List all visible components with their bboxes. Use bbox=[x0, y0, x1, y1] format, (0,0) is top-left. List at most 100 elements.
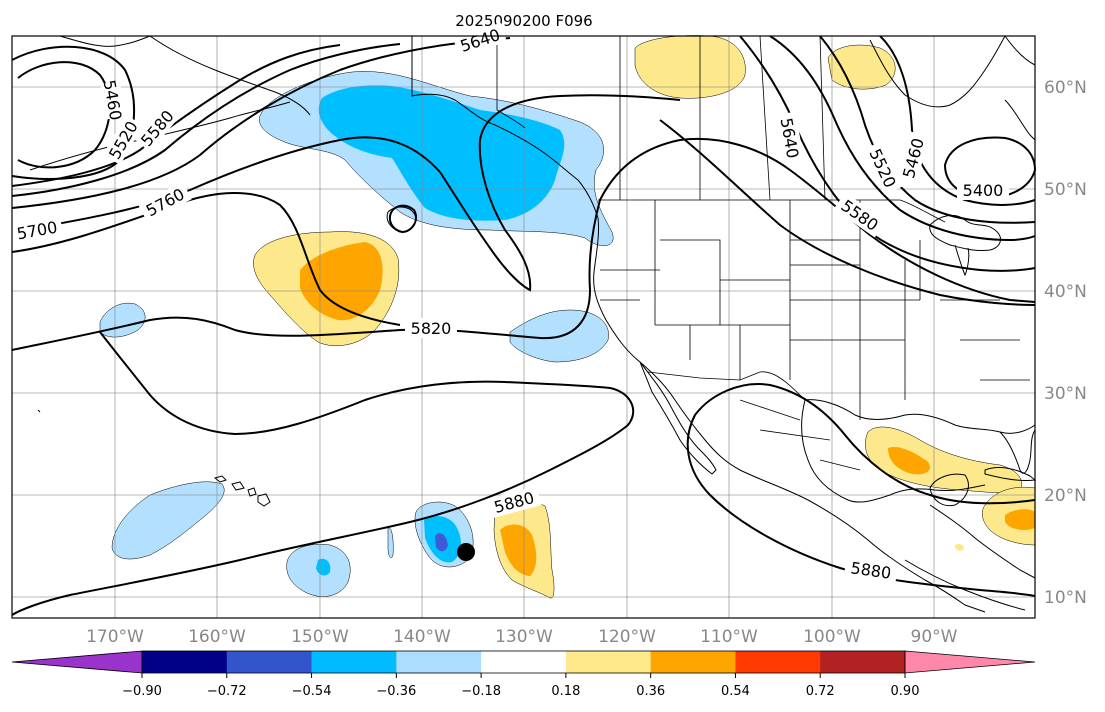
map-frame bbox=[11, 35, 1036, 619]
contour-5820-east bbox=[869, 234, 1036, 303]
mexico-gulf-coast bbox=[801, 399, 986, 503]
lat-label-50n: 50°N bbox=[1044, 180, 1087, 200]
us-canada-border bbox=[598, 199, 946, 223]
hudson-bay bbox=[869, 35, 1006, 108]
colorbar-tick-label: 0.90 bbox=[891, 684, 920, 699]
contour-5580-west bbox=[11, 43, 401, 197]
negative-anomaly-alaska-inner bbox=[318, 85, 565, 221]
positive-anomaly-127w-inner bbox=[500, 524, 537, 576]
lon-label-170w: 170°W bbox=[86, 627, 144, 647]
colorbar-segments bbox=[11, 650, 1036, 674]
colorbar-segment bbox=[311, 651, 397, 673]
contour-5760-east bbox=[659, 119, 1036, 306]
colorbar-segment bbox=[226, 651, 313, 673]
lat-label-30n: 30°N bbox=[1044, 384, 1087, 404]
positive-anomaly-small-central-america bbox=[954, 543, 964, 551]
lon-label-150w: 150°W bbox=[291, 627, 349, 647]
figure-title: 2025090200 F096 bbox=[455, 12, 592, 30]
florida bbox=[999, 429, 1036, 474]
aleutian-islands bbox=[29, 101, 291, 171]
positive-anomaly-gulf-inner bbox=[888, 446, 931, 475]
lon-label-100w: 100°W bbox=[803, 627, 861, 647]
lon-label-110w: 110°W bbox=[700, 627, 758, 647]
contour-5760 bbox=[11, 192, 401, 326]
lake-michigan bbox=[954, 244, 970, 277]
colorbar: −0.90 −0.72 −0.54 −0.36 −0.18 0.18 0.36 0.54 0.7… bbox=[11, 650, 1036, 699]
colorbar-outline bbox=[141, 650, 906, 674]
graticule bbox=[12, 36, 1035, 618]
positive-anomaly-canada-east bbox=[827, 44, 896, 90]
negative-anomaly-hawaii-east-inner bbox=[316, 558, 331, 576]
contour-5640-north bbox=[11, 37, 511, 209]
colorbar-tick-label: −0.72 bbox=[207, 684, 247, 699]
positive-anomaly-central-inner bbox=[300, 242, 383, 321]
colorbar-tick-label: −0.36 bbox=[376, 684, 416, 699]
colorbar-tick-label: 0.54 bbox=[721, 684, 750, 699]
canada-provinces bbox=[619, 35, 826, 201]
positive-anomaly-caribbean-inner bbox=[1005, 509, 1035, 530]
lon-label-140w: 140°W bbox=[393, 627, 451, 647]
north-america-west-coast bbox=[411, 36, 986, 613]
coastlines bbox=[29, 35, 1037, 613]
contour-5820 bbox=[11, 138, 871, 351]
mexico-states bbox=[739, 399, 861, 471]
colorbar-tick-label: −0.18 bbox=[461, 684, 501, 699]
contour-label-5400: 5400 bbox=[963, 181, 1004, 200]
colorbar-segment bbox=[142, 651, 228, 673]
lat-label-40n: 40°N bbox=[1044, 282, 1087, 302]
baja-california bbox=[639, 361, 717, 475]
contour-5880-hawaii bbox=[11, 331, 635, 616]
negative-anomaly-hawaii-west bbox=[111, 481, 225, 560]
contour-5460-east bbox=[879, 35, 1036, 206]
contour-5820-loop-small bbox=[388, 204, 418, 234]
colorbar-segment bbox=[565, 651, 652, 673]
lon-label-160w: 160°W bbox=[188, 627, 246, 647]
colorbar-segment bbox=[735, 651, 821, 673]
hawaii-islands bbox=[213, 475, 271, 507]
colorbar-segment bbox=[650, 651, 736, 673]
yucatan bbox=[929, 473, 969, 507]
lon-label-120w: 120°W bbox=[598, 627, 656, 647]
us-mexico-border bbox=[647, 371, 806, 401]
labrador bbox=[1004, 99, 1036, 141]
lat-label-60n: 60°N bbox=[1044, 78, 1087, 98]
central-america bbox=[929, 504, 1036, 579]
lat-label-20n: 20°N bbox=[1044, 486, 1087, 506]
height-contours bbox=[11, 35, 1037, 616]
longitude-labels: 170°W 160°W 150°W 140°W 130°W 120°W 110°… bbox=[86, 627, 958, 647]
political-borders bbox=[496, 35, 1030, 471]
bering-coast bbox=[59, 35, 151, 47]
gulf-coast bbox=[804, 399, 1036, 434]
us-states-west bbox=[600, 200, 791, 380]
contour-5460-west bbox=[11, 45, 136, 180]
location-marker bbox=[457, 543, 475, 561]
greenland-edge bbox=[1004, 35, 1036, 66]
negative-anomaly-135w-inner bbox=[435, 533, 448, 552]
colorbar-extend-low bbox=[11, 650, 143, 674]
contour-5520-west bbox=[11, 44, 341, 187]
colorbar-segment bbox=[481, 651, 567, 673]
contour-5760-loop bbox=[439, 94, 681, 292]
colorbar-segment bbox=[396, 651, 482, 673]
colorbar-segment bbox=[820, 651, 906, 673]
colorbar-tick-label: −0.54 bbox=[292, 684, 332, 699]
colorbar-tick-label: −0.90 bbox=[122, 684, 162, 699]
contour-labels: 5640 5460 5520 5580 5760 5700 5820 5880 … bbox=[10, 22, 1009, 584]
small-island bbox=[37, 409, 41, 413]
anomaly-shading bbox=[99, 35, 1036, 599]
colorbar-tick-label: 0.18 bbox=[551, 684, 580, 699]
lon-label-90w: 90°W bbox=[911, 627, 958, 647]
lon-label-130w: 130°W bbox=[495, 627, 553, 647]
colorbar-extend-high bbox=[904, 650, 1036, 674]
latitude-labels: 60°N 50°N 40°N 30°N 20°N 10°N bbox=[1044, 78, 1087, 608]
colorbar-tick-label: 0.72 bbox=[806, 684, 835, 699]
contour-5580-east bbox=[769, 35, 1036, 242]
alaska-canada-border bbox=[496, 36, 526, 129]
contour-label-5820: 5820 bbox=[411, 319, 452, 338]
contour-5700 bbox=[11, 136, 441, 233]
colorbar-tick-label: 0.36 bbox=[636, 684, 665, 699]
contour-5880-gulf bbox=[686, 383, 1036, 597]
lat-label-10n: 10°N bbox=[1044, 588, 1087, 608]
central-america-pacific bbox=[904, 559, 1026, 611]
